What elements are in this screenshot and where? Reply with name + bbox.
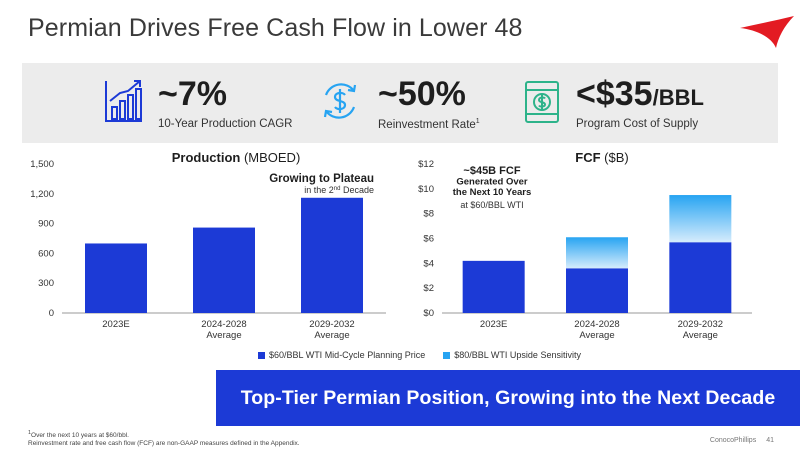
summary-banner: Top-Tier Permian Position, Growing into …	[216, 370, 800, 426]
x-tick-label: Average	[683, 330, 718, 341]
legend-item-upside: $80/BBL WTI Upside Sensitivity	[443, 350, 581, 360]
x-tick-label: 2024-2028	[574, 319, 619, 330]
y-tick-label: $12	[418, 159, 434, 170]
y-tick-label: $8	[423, 209, 434, 220]
y-tick-label: 600	[38, 248, 54, 259]
y-tick-label: $4	[423, 258, 434, 269]
y-tick-label: 0	[49, 308, 54, 319]
metric-label: Program Cost of Supply	[576, 118, 699, 130]
bar-base	[85, 243, 147, 313]
page-title: Permian Drives Free Cash Flow in Lower 4…	[28, 14, 523, 42]
bar-base	[566, 268, 628, 313]
y-tick-label: 1,200	[30, 189, 54, 200]
chart-title: FCF ($B)	[575, 150, 628, 165]
y-tick-label: $2	[423, 283, 434, 294]
oil-barrel-icon	[525, 81, 559, 123]
bar-upside	[566, 237, 628, 269]
x-tick-label: Average	[579, 330, 614, 341]
footer: ConocoPhillips 41	[700, 437, 774, 444]
x-tick-label: 2029-2032	[309, 319, 354, 330]
company-logo	[740, 16, 794, 48]
chart-annotation-line: ~$45B FCF	[463, 165, 520, 177]
x-tick-label: Average	[314, 330, 349, 341]
bar-upside	[669, 195, 732, 243]
y-tick-label: $6	[423, 234, 434, 245]
chart-annotation-line: the Next 10 Years	[453, 187, 532, 198]
y-tick-label: 300	[38, 278, 54, 289]
chart-annotation-title: Growing to Plateau	[269, 173, 374, 185]
x-tick-label: 2024-2028	[201, 319, 246, 330]
metric-label: 10-Year Production CAGR	[158, 118, 293, 130]
metric-value: <$35/BBL	[576, 75, 704, 113]
y-tick-label: 1,500	[30, 159, 54, 170]
x-tick-label: Average	[206, 330, 241, 341]
footer-company: ConocoPhillips	[709, 437, 757, 444]
bar-base	[462, 260, 525, 313]
metric-label: Reinvestment Rate1	[378, 118, 480, 131]
metric-value: ~50%	[378, 75, 466, 113]
x-tick-label: 2023E	[480, 319, 507, 330]
chart-annotation-line: Generated Over	[456, 177, 528, 188]
x-tick-label: 2023E	[102, 319, 129, 330]
x-tick-label: 2029-2032	[678, 319, 723, 330]
chart-annotation-sub: at $60/BBL WTI	[460, 200, 523, 210]
chart-legend: $60/BBL WTI Mid-Cycle Planning Price $80…	[258, 350, 581, 360]
legend-item-base: $60/BBL WTI Mid-Cycle Planning Price	[258, 350, 425, 360]
metrics-panel: ~7% 10-Year Production CAGR ~50% Reinves…	[22, 63, 778, 143]
bar-base	[193, 227, 255, 313]
dollar-cycle-icon	[323, 83, 357, 119]
page-number: 41	[766, 437, 774, 444]
bar-growth-icon	[105, 80, 142, 122]
metric-value: ~7%	[158, 75, 227, 113]
chart-title: Production (MBOED)	[172, 150, 301, 165]
legend-swatch	[258, 351, 265, 359]
legend-swatch	[443, 351, 451, 359]
y-tick-label: 900	[38, 219, 54, 230]
footnote: 1Over the next 10 years at $60/bbl. Rein…	[28, 430, 300, 448]
bar-base	[301, 197, 363, 313]
y-tick-label: $10	[418, 184, 434, 195]
chart-annotation-sub: in the 2nd Decade	[304, 185, 374, 195]
bar-base	[669, 242, 732, 313]
y-tick-label: $0	[423, 308, 434, 319]
